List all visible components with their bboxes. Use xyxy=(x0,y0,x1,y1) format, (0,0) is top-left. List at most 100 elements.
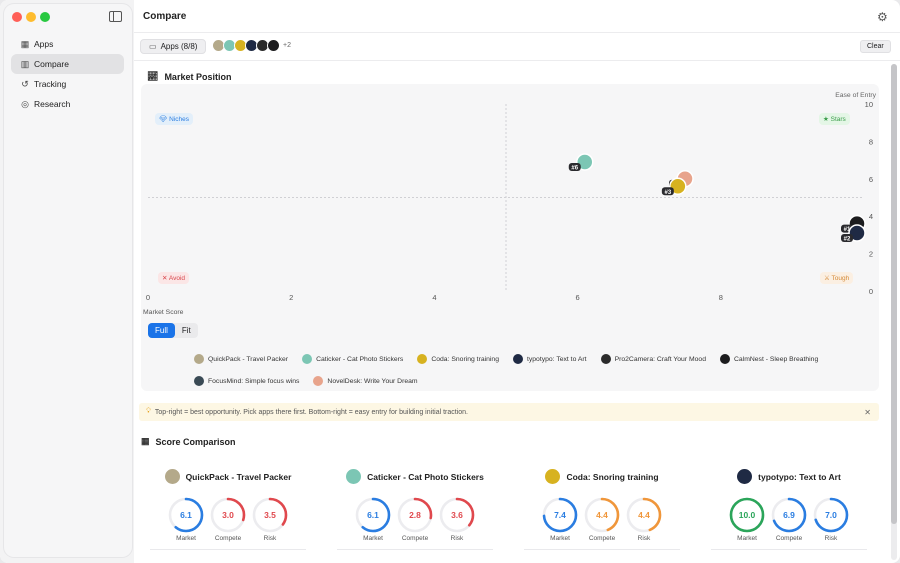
app-avatar-calmnest xyxy=(267,39,280,52)
scrollbar-thumb[interactable] xyxy=(891,64,897,524)
sidebar-item-apps[interactable]: ▦ Apps xyxy=(11,34,124,54)
market-position-title: Market Position xyxy=(164,71,232,82)
legend-label: Coda: Snoring training xyxy=(431,355,499,363)
legend-entry[interactable]: Pro2Camera: Craft Your Mood xyxy=(600,354,706,364)
apps-icon: ▭ xyxy=(149,42,157,51)
metric-label: Market xyxy=(363,535,383,542)
app-icon xyxy=(194,376,204,386)
legend-entry[interactable]: CalmNest - Sleep Breathing xyxy=(720,354,818,364)
metric-value: 4.4 xyxy=(596,510,608,520)
app-icon xyxy=(545,469,561,484)
x-tick-label: 8 xyxy=(719,293,723,302)
progress-ring: 3.0 xyxy=(210,497,246,533)
app-name: Caticker - Cat Photo Stickers xyxy=(367,471,484,482)
metric-label: Compete xyxy=(775,535,803,542)
progress-ring: 6.1 xyxy=(168,497,204,533)
y-tick-label: 0 xyxy=(869,287,873,296)
line-chart-icon: 📈︎ xyxy=(147,71,159,81)
x-tick-label: 4 xyxy=(432,293,436,302)
market-position-chart: 0 2 4 6 8 0 2 4 6 8 10 Ease of Entry Market Score #6 #… xyxy=(141,84,879,391)
apps-selector-button[interactable]: ▭ Apps (8/8) xyxy=(140,39,207,54)
rank-label: #1 xyxy=(844,227,851,233)
view-toggle: Full Fit xyxy=(148,323,198,338)
metric-row: 10.0 Market 6.9 Compete 7.0 Risk xyxy=(711,496,867,542)
progress-ring: 3.6 xyxy=(439,497,475,533)
metric-value: 3.0 xyxy=(222,510,234,520)
x-icon: ✕ xyxy=(162,275,168,282)
app-icon xyxy=(600,354,611,364)
legend-label: QuickPack - Travel Packer xyxy=(208,355,289,363)
x-tick-label: 2 xyxy=(289,293,293,302)
metric-ring: 6.1 Market xyxy=(165,496,207,542)
metric-value: 6.9 xyxy=(783,510,795,520)
selected-apps-avatars[interactable]: +2 xyxy=(212,39,291,52)
minimize-window-button[interactable] xyxy=(26,12,36,22)
close-icon[interactable]: ✕ xyxy=(864,407,871,417)
progress-ring: 2.8 xyxy=(397,497,433,533)
metric-value: 10.0 xyxy=(739,510,756,520)
legend-label: Pro2Camera: Craft Your Mood xyxy=(614,355,706,363)
score-comparison-title: Score Comparison xyxy=(155,436,236,447)
ring-fill xyxy=(771,497,807,533)
legend-entry[interactable]: QuickPack - Travel Packer xyxy=(194,354,288,364)
score-card-header: QuickPack - Travel Packer xyxy=(150,469,306,484)
legend-entry[interactable]: FocusMind: Simple focus wins xyxy=(194,376,299,386)
score-card-header: Caticker - Cat Photo Stickers xyxy=(337,469,493,484)
card-divider xyxy=(337,549,493,550)
lightbulb-icon: 💡︎ xyxy=(146,408,151,415)
apps-selector-label: Apps (8/8) xyxy=(160,42,198,51)
view-fit-button[interactable]: Fit xyxy=(181,326,191,335)
legend-label: Caticker - Cat Photo Stickers xyxy=(316,355,404,363)
score-card-header: typotypo: Text to Art xyxy=(711,469,867,484)
ring-fill xyxy=(439,497,475,533)
sidebar-item-compare[interactable]: ▥ Compare xyxy=(11,54,124,74)
rank-label: #3 xyxy=(664,190,671,196)
legend-row: QuickPack - Travel Packer Caticker - Cat … xyxy=(194,348,854,370)
score-card: QuickPack - Travel Packer 6.1 Market 3.0 Com… xyxy=(150,463,306,563)
legend-entry[interactable]: typotypo: Text to Art xyxy=(512,354,587,364)
rank-badge xyxy=(568,162,581,171)
score-card: Caticker - Cat Photo Stickers 6.1 Market 2.… xyxy=(337,463,493,563)
swords-icon: ⚔ xyxy=(824,275,830,282)
gear-icon[interactable]: ⚙ xyxy=(877,10,888,24)
progress-ring: 6.9 xyxy=(771,497,807,533)
view-full-button[interactable]: Full xyxy=(148,323,175,338)
metric-label: Risk xyxy=(450,535,464,542)
legend-entry[interactable]: Caticker - Cat Photo Stickers xyxy=(302,354,403,364)
tip-banner: 💡︎ Top-right = best opportunity. Pick ap… xyxy=(139,403,879,421)
ring-fill xyxy=(626,497,662,533)
more-apps-count: +2 xyxy=(283,42,291,49)
metric-label: Compete xyxy=(214,535,242,542)
app-icon xyxy=(512,354,523,364)
metric-ring: 3.5 Risk xyxy=(249,496,291,542)
clear-button[interactable]: Clear xyxy=(860,40,891,53)
chart-legend: QuickPack - Travel Packer Caticker - Cat … xyxy=(194,348,854,392)
app-name: QuickPack - Travel Packer xyxy=(185,471,292,482)
market-position-heading: 📈︎ Market Position xyxy=(147,71,231,82)
progress-ring: 6.1 xyxy=(355,497,391,533)
metric-ring: 3.6 Risk xyxy=(436,496,478,542)
sidebar: ▦ Apps ▥ Compare ↺ Tracking ◎ Research xyxy=(0,0,134,563)
metric-label: Compete xyxy=(588,535,616,542)
close-window-button[interactable] xyxy=(12,12,22,22)
legend-entry[interactable]: NovelDesk: Write Your Dream xyxy=(313,376,418,386)
app-name: typotypo: Text to Art xyxy=(758,471,841,482)
metric-value: 7.0 xyxy=(825,510,837,520)
sidebar-item-research[interactable]: ◎ Research xyxy=(11,94,124,114)
y-tick-label: 6 xyxy=(869,175,873,184)
sidebar-toggle-icon[interactable] xyxy=(109,11,122,22)
quadrant-avoid-badge: ✕ Avoid xyxy=(158,272,190,284)
legend-entry[interactable]: Coda: Snoring training xyxy=(417,354,499,364)
app-icon xyxy=(346,469,362,484)
metric-ring: 6.9 Compete xyxy=(768,496,810,542)
metric-label: Market xyxy=(176,535,196,542)
grid-icon: ▦ xyxy=(20,38,30,49)
scrollbar[interactable] xyxy=(891,64,897,560)
metric-label: Compete xyxy=(401,535,429,542)
zoom-window-button[interactable] xyxy=(40,12,50,22)
metric-value: 2.8 xyxy=(409,510,421,520)
sidebar-item-tracking[interactable]: ↺ Tracking xyxy=(11,74,124,94)
y-axis-label: Ease of Entry xyxy=(835,92,876,99)
legend-label: typotypo: Text to Art xyxy=(526,355,587,363)
metric-row: 7.4 Market 4.4 Compete 4.4 Risk xyxy=(524,496,680,542)
